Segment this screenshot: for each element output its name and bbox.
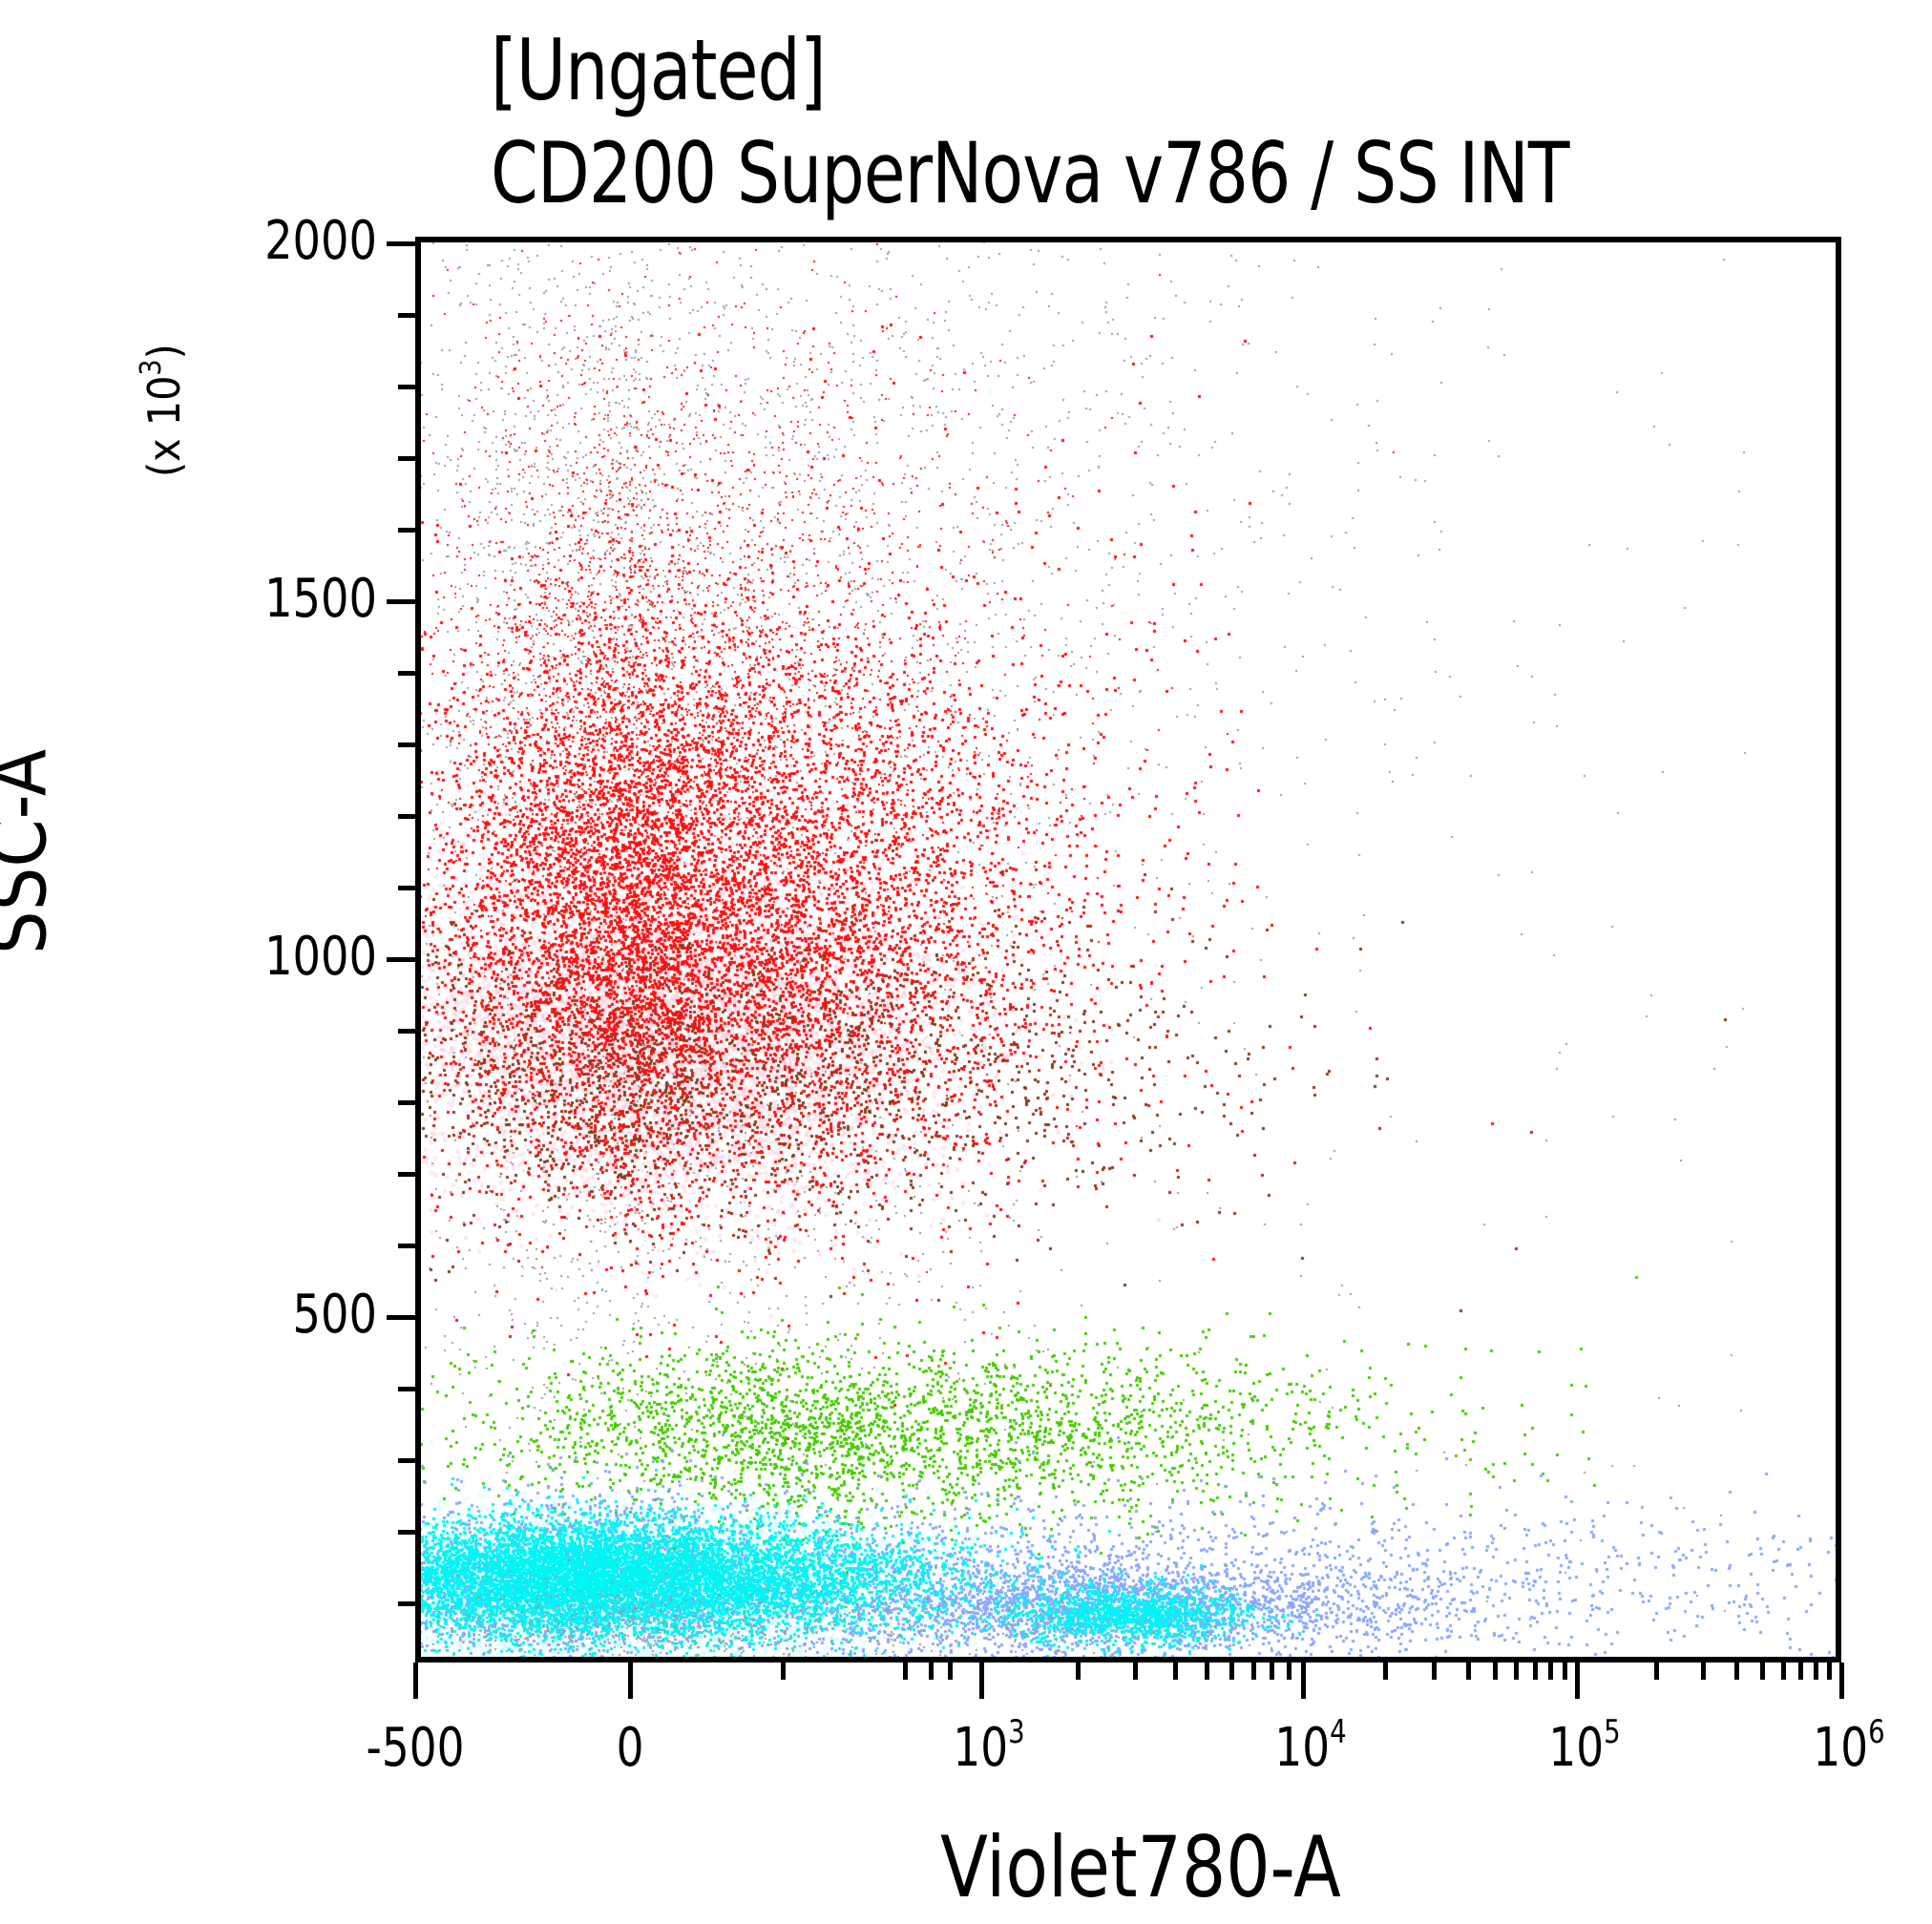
x-minor-tick <box>1759 1663 1765 1680</box>
x-minor-tick <box>1492 1663 1498 1680</box>
x-minor-tick <box>1562 1663 1567 1680</box>
y-tick <box>398 1387 415 1391</box>
x-tick <box>1839 1663 1844 1699</box>
x-minor-tick <box>1229 1663 1235 1680</box>
x-minor-tick <box>929 1663 934 1680</box>
x-minor-tick <box>1286 1663 1292 1680</box>
x-minor-tick <box>1654 1663 1660 1680</box>
y-tick <box>398 671 415 676</box>
x-minor-tick <box>781 1663 786 1680</box>
scatter-points <box>415 237 1841 1663</box>
chart-title-gate: [Ungated] <box>491 21 827 119</box>
y-axis-unit: (x 103) <box>135 344 190 477</box>
x-minor-tick <box>1465 1663 1471 1680</box>
x-minor-tick <box>1814 1663 1819 1680</box>
y-tick <box>398 385 415 389</box>
x-minor-tick <box>1827 1663 1833 1680</box>
x-minor-tick <box>1076 1663 1082 1680</box>
x-minor-tick <box>1780 1663 1786 1680</box>
x-axis-label: Violet780-A <box>940 1818 1341 1916</box>
y-tick-label: 500 <box>292 1284 377 1346</box>
y-tick <box>398 313 415 318</box>
x-tick-label: 0 <box>616 1717 644 1779</box>
y-tick <box>398 1029 415 1034</box>
x-minor-tick <box>1250 1663 1256 1680</box>
y-tick <box>398 1601 415 1606</box>
scatter-plot-area[interactable] <box>415 237 1841 1663</box>
x-tick-label: 106 <box>1813 1713 1885 1779</box>
y-axis-label: SSC-A <box>0 748 64 954</box>
x-tick-label: 105 <box>1548 1713 1621 1779</box>
y-tick <box>398 742 415 747</box>
chart-title-parameters: CD200 SuperNova v786 / SS INT <box>491 124 1569 222</box>
y-tick <box>398 456 415 461</box>
y-tick <box>398 814 415 819</box>
x-minor-tick <box>1270 1663 1275 1680</box>
x-tick-label: 103 <box>953 1713 1025 1779</box>
x-minor-tick <box>1701 1663 1707 1680</box>
y-tick-label: 1000 <box>264 926 377 988</box>
y-tick-label: 1500 <box>264 568 377 630</box>
x-tick-label: -500 <box>366 1717 465 1779</box>
x-minor-tick <box>1514 1663 1520 1680</box>
x-tick <box>979 1663 984 1699</box>
y-tick-label: 2000 <box>264 210 377 272</box>
x-minor-tick <box>1172 1663 1178 1680</box>
x-minor-tick <box>1532 1663 1538 1680</box>
y-tick <box>398 528 415 533</box>
x-minor-tick <box>948 1663 953 1680</box>
x-tick <box>628 1663 633 1699</box>
y-tick <box>398 1458 415 1463</box>
y-tick <box>398 1100 415 1105</box>
y-unit-exponent: 3 <box>135 359 168 376</box>
y-tick <box>387 241 415 246</box>
x-minor-tick <box>1204 1663 1209 1680</box>
x-minor-tick <box>903 1663 908 1680</box>
y-tick <box>387 957 415 962</box>
y-unit-suffix: ) <box>138 344 190 360</box>
y-tick <box>398 1530 415 1535</box>
x-minor-tick <box>1383 1663 1389 1680</box>
x-minor-tick <box>1431 1663 1437 1680</box>
x-minor-tick <box>1733 1663 1739 1680</box>
x-minor-tick <box>1548 1663 1554 1680</box>
x-tick <box>413 1663 418 1699</box>
x-tick <box>1575 1663 1580 1699</box>
y-tick <box>387 599 415 604</box>
y-tick <box>387 1315 415 1320</box>
x-tick-label: 104 <box>1274 1713 1347 1779</box>
x-tick <box>1301 1663 1306 1699</box>
y-tick <box>398 1172 415 1177</box>
y-tick <box>398 886 415 890</box>
x-minor-tick <box>1798 1663 1804 1680</box>
x-minor-tick <box>1132 1663 1138 1680</box>
y-unit-prefix: (x 10 <box>138 375 190 477</box>
y-tick <box>398 1244 415 1248</box>
